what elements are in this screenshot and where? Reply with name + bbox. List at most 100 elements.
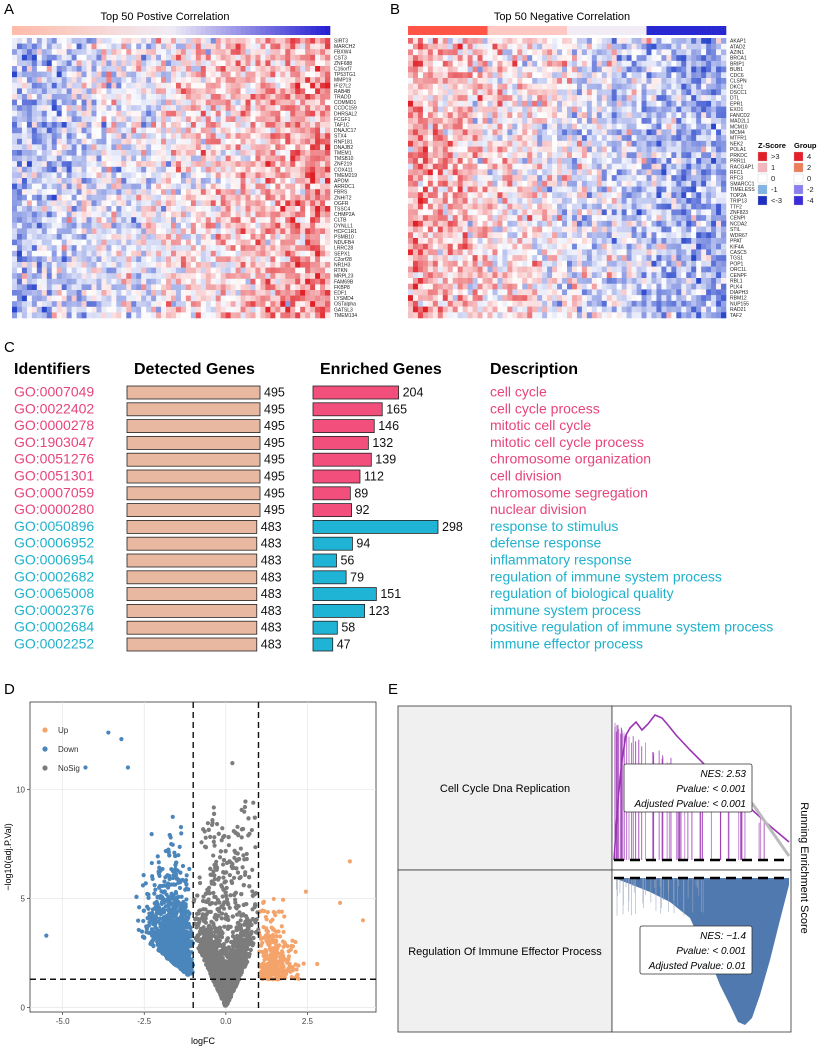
heatmap-a-cell [131,206,137,212]
heatmap-a-cell [91,211,97,218]
heatmap-b-cell [462,118,468,125]
heatmap-a-cell [36,144,43,151]
heatmap-a-cell [171,267,177,274]
heatmap-a-cell [315,43,321,50]
heatmap-a-cell [12,172,18,179]
heatmap-a-cell [305,49,311,56]
heatmap-a-cell [180,290,187,296]
heatmap-a-cell [245,116,251,123]
heatmap-b-cell [417,78,424,85]
heatmap-a-cell [66,127,72,134]
heatmap-b-cell [452,43,458,50]
heatmap-a-cell [285,172,291,179]
heatmap-a-cell [325,172,331,179]
heatmap-a-cell [275,150,281,156]
heatmap-a-cell [325,250,331,257]
heatmap-a-cell [106,127,112,134]
heatmap-a-cell [71,194,77,201]
heatmap-b-cell [581,89,588,96]
heatmap-a-cell [46,155,53,162]
heatmap-a-cell [101,172,107,179]
heatmap-b-cell [656,55,662,62]
heatmap-b-cell [656,152,662,159]
heatmap-a-cell [111,312,117,319]
heatmap-b-cell [432,140,439,147]
heatmap-a-cell [116,183,122,190]
heatmap-a-cell [325,306,331,313]
heatmap-a-cell [230,273,236,280]
heatmap-b-cell [452,83,458,90]
heatmap-b-cell [532,55,538,62]
heatmap-a-cell [51,267,58,274]
heatmap-b-cell [706,78,712,85]
heatmap-a-cell [275,54,281,61]
heatmap-a-cell [220,312,226,319]
heatmap-a-cell [46,312,53,319]
heatmap-a-cell [270,43,276,50]
heatmap-a-cell [190,273,197,280]
heatmap-a-cell [91,183,97,190]
heatmap-a-cell [46,250,53,257]
heatmap-b-cell [507,60,513,67]
heatmap-b-cell [611,163,617,170]
heatmap-a-cell [76,211,82,218]
heatmap-a-cell [255,306,261,313]
heatmap-a-cell [230,194,236,201]
heatmap-a-cell [12,38,18,44]
heatmap-b-group-cell [567,26,573,35]
heatmap-a-cell [12,82,18,89]
heatmap-b-cell [686,72,692,79]
heatmap-a-cell [270,278,276,285]
heatmap-b-group-cell [696,26,702,35]
heatmap-a-cell [210,105,217,112]
heatmap-a-cell [136,194,142,201]
heatmap-b-cell [666,78,672,85]
heatmap-b-cell [651,72,657,79]
heatmap-b-cell [437,49,444,56]
heatmap-a-cell [116,234,122,240]
heatmap-a-cell [46,262,53,268]
heatmap-a-cell [300,110,306,117]
heatmap-a-cell [156,211,162,218]
heatmap-a-cell [290,217,296,224]
heatmap-a-cell [215,43,221,50]
heatmap-a-cell [21,127,28,134]
heatmap-a-cell [86,178,92,184]
heatmap-a-cell [255,54,261,61]
heatmap-a-cell [225,94,231,100]
heatmap-a-cell [106,43,112,50]
heatmap-b-cell [452,106,458,113]
heatmap-a-cell [51,77,58,84]
heatmap-a-cell [101,155,107,162]
heatmap-a-cell [225,54,231,61]
heatmap-b-cell [542,100,548,107]
heatmap-a-cell [61,49,67,56]
heatmap-a-cell [310,54,316,61]
heatmap-b-group-cell [571,26,578,35]
heatmap-b-cell [487,55,493,62]
heatmap-a-cell [66,99,72,106]
heatmap-b-cell [417,175,424,182]
heatmap-a-cell [190,161,197,168]
heatmap-b-cell [537,158,543,165]
heatmap-a-cell [51,178,58,184]
heatmap-a-cell [325,161,331,168]
heatmap-a-cell [46,267,53,274]
heatmap-a-cell [116,138,122,145]
heatmap-a-cell [315,88,321,95]
heatmap-a-cell [250,88,256,95]
heatmap-b-cell [586,112,593,119]
heatmap-a-cell [285,54,291,61]
heatmap-a-cell [26,71,33,78]
heatmap-b-cell [497,152,503,159]
heatmap-a-cell [156,116,162,123]
heatmap-b-cell [417,112,424,119]
heatmap-b-cell [721,146,727,153]
heatmap-a-cell [255,273,261,280]
heatmap-a-cell [295,166,301,173]
heatmap-a-cell [210,256,217,263]
heatmap-a-cell [12,222,18,229]
heatmap-a-cell [56,138,62,145]
heatmap-b-cell [562,118,568,125]
heatmap-a-cell [166,82,172,89]
